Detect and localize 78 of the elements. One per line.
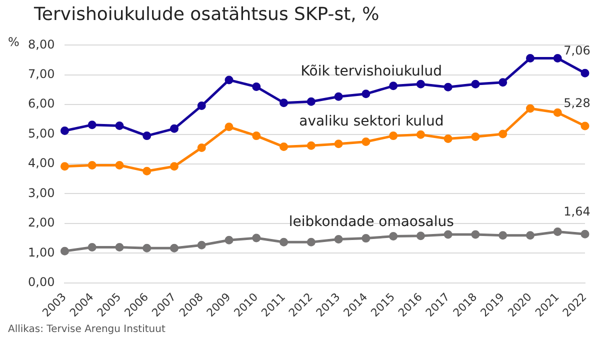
point: [553, 108, 562, 117]
point: [306, 97, 316, 106]
point: [444, 230, 452, 239]
point: [416, 232, 425, 240]
point: [197, 102, 206, 110]
point: [553, 54, 562, 63]
point: [580, 68, 590, 78]
point: [416, 80, 425, 88]
point: [115, 160, 124, 170]
point: [306, 238, 316, 246]
point: [115, 242, 124, 252]
point: [88, 120, 96, 130]
point: [580, 230, 590, 238]
point: [306, 141, 316, 150]
point: [115, 121, 124, 130]
point: [471, 230, 480, 239]
point: [60, 246, 69, 256]
point: [252, 132, 261, 140]
point: [526, 104, 534, 113]
series-label: Kõik tervishoiukulud: [300, 64, 442, 80]
point: [334, 140, 343, 148]
point: [280, 98, 288, 108]
point: [498, 78, 508, 87]
point: [389, 132, 398, 140]
point: [580, 122, 590, 130]
chart-title: Tervishoiukulude osatähtsus SKP-st, %: [34, 4, 380, 25]
y-tick-label: 5,00: [28, 126, 55, 140]
y-axis-title: %: [8, 35, 20, 49]
series-label: leibkondade omaosalus: [288, 214, 454, 230]
point: [362, 138, 370, 146]
point: [88, 242, 96, 252]
point: [142, 132, 152, 140]
point: [224, 236, 234, 244]
point: [197, 240, 206, 250]
y-tick-label: 1,00: [28, 245, 55, 260]
point: [389, 232, 398, 240]
point: [444, 134, 452, 144]
point: [60, 162, 69, 171]
y-tick-label: 3,00: [28, 186, 55, 200]
point: [471, 80, 480, 88]
y-tick-label: 4,00: [28, 156, 55, 170]
point: [170, 124, 178, 133]
point: [142, 166, 152, 176]
y-tick-label: 8,00: [28, 37, 55, 52]
text: Allikas: Tervise Arengu Instituut: [8, 324, 166, 335]
point: [170, 162, 178, 171]
y-tick-label: 7,00: [28, 67, 55, 82]
point: [526, 231, 534, 240]
point: [334, 234, 343, 244]
point: [498, 231, 508, 240]
point: [280, 142, 288, 152]
y-tick-label: 6,00: [28, 96, 55, 111]
point: [362, 90, 370, 98]
point: [60, 126, 69, 136]
point: [224, 122, 234, 132]
series-label: avaliku sektori kulud: [299, 113, 444, 130]
point: [142, 244, 152, 252]
data-label: 1,64: [564, 204, 590, 218]
point: [224, 76, 234, 84]
point: [553, 228, 562, 236]
point: [280, 238, 288, 246]
point: [362, 234, 370, 243]
y-tick-label: 0,00: [28, 274, 55, 289]
point: [252, 82, 261, 92]
data-label: 7,06: [564, 43, 590, 58]
point: [444, 82, 452, 92]
point: [471, 132, 480, 141]
point: [88, 160, 96, 170]
point: [498, 130, 508, 138]
data-label: 5,28: [564, 96, 590, 110]
point: [334, 92, 343, 101]
point: [252, 234, 261, 242]
point: [170, 244, 178, 252]
point: [416, 130, 425, 139]
point: [526, 54, 534, 63]
point: [389, 82, 398, 90]
y-tick-label: 2,00: [28, 216, 55, 230]
point: [197, 143, 206, 152]
